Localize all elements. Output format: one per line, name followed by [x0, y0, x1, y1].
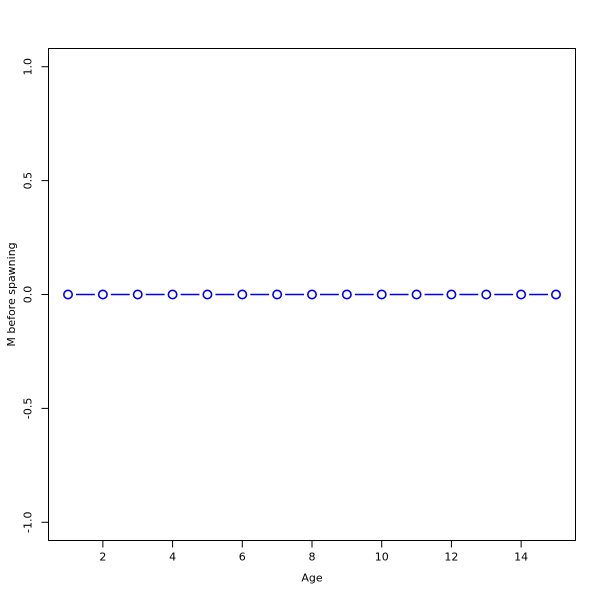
data-point: [446, 289, 457, 300]
x-tick-label: 6: [239, 551, 246, 564]
series-layer: [63, 289, 561, 300]
data-point: [341, 289, 352, 300]
x-axis-title: Age: [301, 572, 323, 585]
data-point: [202, 289, 213, 300]
x-tick-label: 2: [99, 551, 106, 564]
data-point: [132, 289, 143, 300]
x-tick-label: 4: [169, 551, 176, 564]
data-point: [237, 289, 248, 300]
x-tick-label: 8: [309, 551, 316, 564]
y-axis-title: M before spawning: [5, 242, 18, 346]
y-tick-label: 0.5: [22, 172, 35, 190]
x-tick-label: 10: [375, 551, 389, 564]
y-tick-label: 1.0: [22, 58, 35, 76]
y-tick-label: -0.5: [22, 398, 35, 419]
y-tick-label: 0.0: [22, 286, 35, 304]
data-point: [550, 289, 561, 300]
data-point: [97, 289, 108, 300]
data-point: [272, 289, 283, 300]
data-point: [411, 289, 422, 300]
data-point: [63, 289, 74, 300]
axes-layer: 2 4 6 8 10 12 14 -1.0 -0.5 0.0 0.5 1.0: [22, 48, 576, 564]
data-point: [481, 289, 492, 300]
y-tick-label: -1.0: [22, 512, 35, 533]
x-tick-label: 12: [444, 551, 458, 564]
data-point: [376, 289, 387, 300]
data-point: [306, 289, 317, 300]
x-tick-label: 14: [514, 551, 528, 564]
data-point: [167, 289, 178, 300]
data-point: [516, 289, 527, 300]
